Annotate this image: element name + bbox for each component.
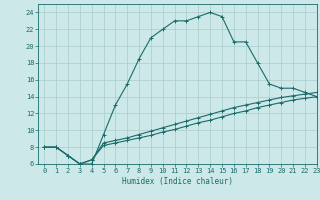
X-axis label: Humidex (Indice chaleur): Humidex (Indice chaleur) — [122, 177, 233, 186]
